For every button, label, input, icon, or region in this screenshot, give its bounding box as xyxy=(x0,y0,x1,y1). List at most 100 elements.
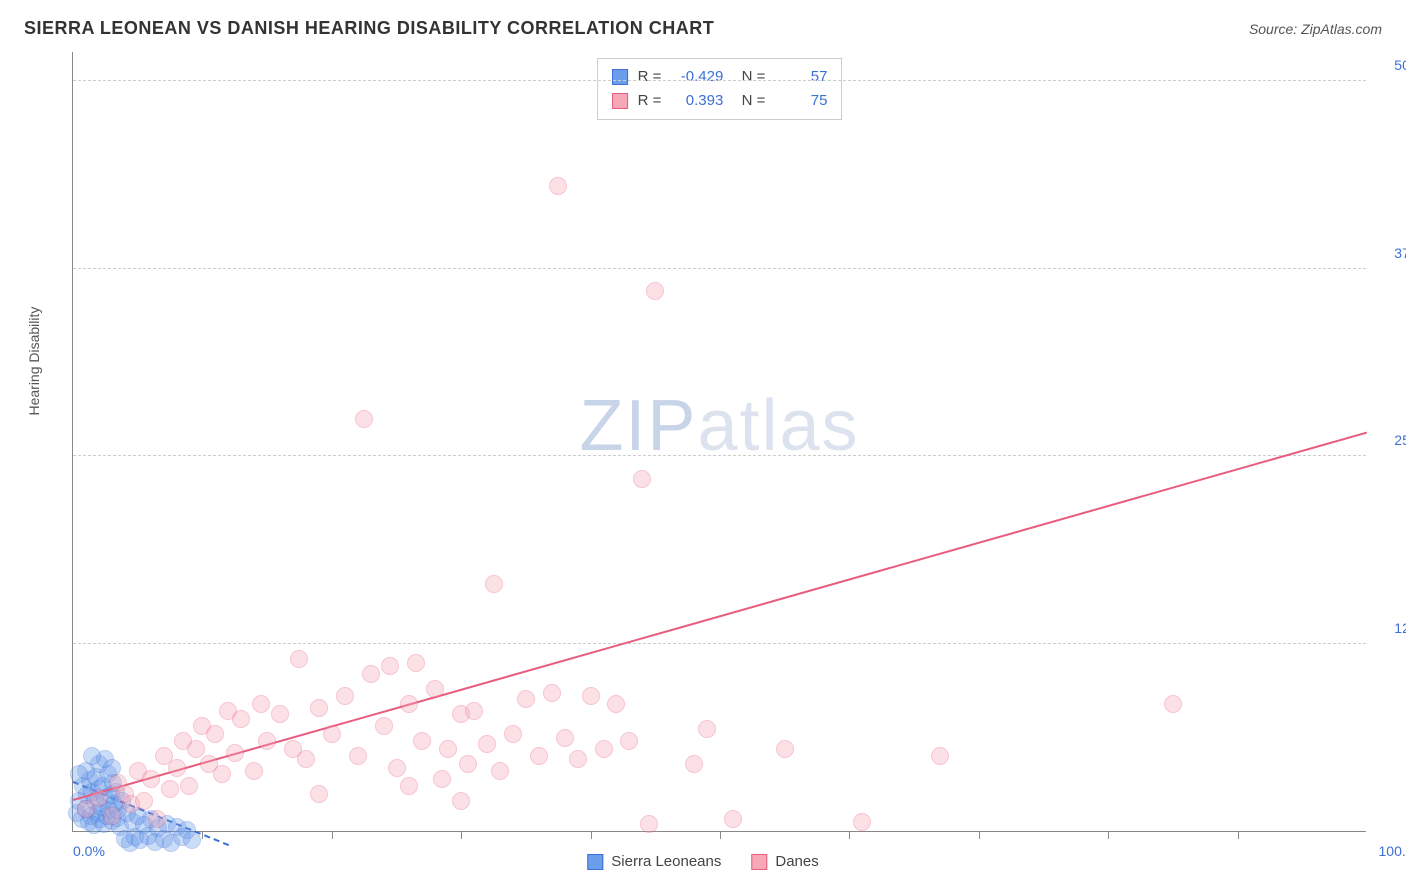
data-point xyxy=(426,680,444,698)
header: SIERRA LEONEAN VS DANISH HEARING DISABIL… xyxy=(0,0,1406,49)
data-point xyxy=(504,725,522,743)
data-point xyxy=(180,777,198,795)
data-point xyxy=(433,770,451,788)
y-tick-label: 12.5% xyxy=(1394,620,1406,636)
x-tick xyxy=(591,831,592,839)
stats-r-label: R = xyxy=(638,89,662,113)
data-point xyxy=(491,762,509,780)
data-point xyxy=(349,747,367,765)
chart-title: SIERRA LEONEAN VS DANISH HEARING DISABIL… xyxy=(24,18,714,39)
data-point xyxy=(168,759,186,777)
data-point xyxy=(252,695,270,713)
data-point xyxy=(183,831,201,849)
stats-r-label: R = xyxy=(638,65,662,89)
data-point xyxy=(135,792,153,810)
data-point xyxy=(355,410,373,428)
legend-label: Sierra Leoneans xyxy=(611,853,721,870)
data-point xyxy=(640,815,658,833)
data-point xyxy=(310,699,328,717)
x-max-label: 100.0% xyxy=(1379,843,1406,859)
legend-label: Danes xyxy=(775,853,818,870)
data-point xyxy=(485,575,503,593)
data-point xyxy=(336,687,354,705)
data-point xyxy=(258,732,276,750)
gridline xyxy=(73,643,1366,644)
data-point xyxy=(362,665,380,683)
y-tick-label: 25.0% xyxy=(1394,432,1406,448)
data-point xyxy=(685,755,703,773)
legend-swatch xyxy=(751,854,767,870)
data-point xyxy=(582,687,600,705)
gridline xyxy=(73,455,1366,456)
data-point xyxy=(724,810,742,828)
data-point xyxy=(388,759,406,777)
data-point xyxy=(549,177,567,195)
stats-swatch xyxy=(612,69,628,85)
x-tick xyxy=(461,831,462,839)
legend-swatch xyxy=(587,854,603,870)
y-tick-label: 50.0% xyxy=(1394,57,1406,73)
data-point xyxy=(530,747,548,765)
data-point xyxy=(853,813,871,831)
stats-r-value: 0.393 xyxy=(671,89,723,113)
data-point xyxy=(310,785,328,803)
stats-n-value: 75 xyxy=(775,89,827,113)
gridline xyxy=(73,268,1366,269)
stats-n-value: 57 xyxy=(775,65,827,89)
source-label: Source: ZipAtlas.com xyxy=(1249,21,1382,37)
plot-area: ZIPatlas R =-0.429 N =57R =0.393 N =75 1… xyxy=(72,52,1366,832)
data-point xyxy=(633,470,651,488)
data-point xyxy=(646,282,664,300)
stats-n-label: N = xyxy=(733,65,765,89)
watermark-atlas: atlas xyxy=(697,386,859,466)
data-point xyxy=(478,735,496,753)
legend-item: Danes xyxy=(751,853,818,870)
gridline xyxy=(73,80,1366,81)
x-tick xyxy=(1238,831,1239,839)
data-point xyxy=(90,789,108,807)
x-tick xyxy=(979,831,980,839)
data-point xyxy=(413,732,431,750)
data-point xyxy=(776,740,794,758)
data-point xyxy=(543,684,561,702)
data-point xyxy=(213,765,231,783)
chart-container: Hearing Disability ZIPatlas R = -0.429 N … xyxy=(24,52,1382,872)
y-tick-label: 37.5% xyxy=(1394,245,1406,261)
legend-item: Sierra Leoneans xyxy=(587,853,721,870)
x-tick xyxy=(332,831,333,839)
data-point xyxy=(381,657,399,675)
stats-row: R = -0.429 N = 57 xyxy=(612,65,828,89)
data-point xyxy=(245,762,263,780)
data-point xyxy=(439,740,457,758)
y-axis-label: Hearing Disability xyxy=(26,307,42,416)
data-point xyxy=(232,710,250,728)
data-point xyxy=(698,720,716,738)
data-point xyxy=(452,792,470,810)
data-point xyxy=(459,755,477,773)
stats-swatch xyxy=(612,93,628,109)
x-tick xyxy=(1108,831,1109,839)
stats-r-value: -0.429 xyxy=(671,65,723,89)
data-point xyxy=(400,695,418,713)
data-point xyxy=(206,725,224,743)
data-point xyxy=(556,729,574,747)
data-point xyxy=(400,777,418,795)
stats-n-label: N = xyxy=(733,89,765,113)
data-point xyxy=(103,807,121,825)
data-point xyxy=(595,740,613,758)
data-point xyxy=(569,750,587,768)
data-point xyxy=(161,780,179,798)
data-point xyxy=(142,770,160,788)
watermark-zip: ZIP xyxy=(579,386,697,466)
data-point xyxy=(407,654,425,672)
data-point xyxy=(148,810,166,828)
data-point xyxy=(226,744,244,762)
legend: Sierra Leoneans Danes xyxy=(587,853,818,870)
data-point xyxy=(323,725,341,743)
data-point xyxy=(271,705,289,723)
stats-box: R = -0.429 N = 57 R = 0.393 N = 75 xyxy=(597,58,843,120)
data-point xyxy=(375,717,393,735)
x-tick xyxy=(849,831,850,839)
data-point xyxy=(1164,695,1182,713)
data-point xyxy=(931,747,949,765)
